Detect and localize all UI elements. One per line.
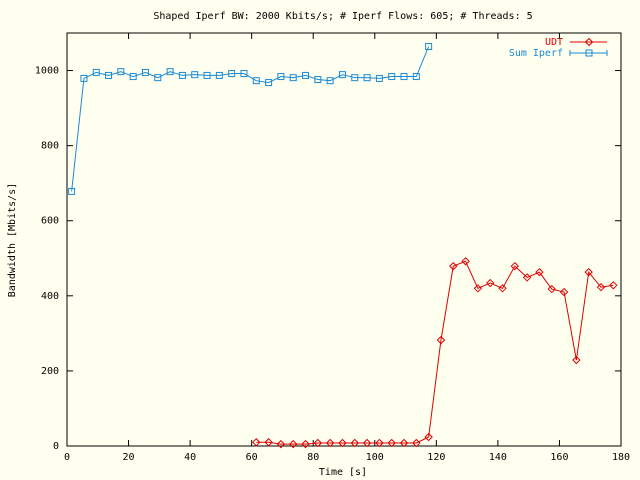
x-tick-label: 0 bbox=[64, 452, 70, 463]
data-point bbox=[228, 70, 236, 78]
y-tick-label: 400 bbox=[41, 291, 59, 302]
data-point bbox=[252, 77, 260, 85]
x-tick-label: 60 bbox=[246, 452, 258, 463]
data-point bbox=[129, 73, 137, 81]
data-point bbox=[485, 278, 495, 288]
data-point bbox=[400, 73, 408, 81]
data-point bbox=[166, 68, 174, 76]
legend-label: UDT bbox=[545, 37, 563, 48]
data-point bbox=[276, 439, 286, 449]
data-point bbox=[338, 438, 347, 448]
data-point bbox=[141, 68, 149, 76]
series-line bbox=[71, 46, 430, 192]
chart-title: Shaped Iperf BW: 2000 Kbits/s; # Iperf F… bbox=[153, 11, 532, 22]
data-point bbox=[314, 76, 322, 84]
legend-marker bbox=[584, 37, 594, 47]
y-axis-label: Bandwidth [Mbits/s] bbox=[7, 183, 18, 297]
data-point bbox=[326, 77, 334, 85]
data-point bbox=[350, 438, 359, 448]
data-point bbox=[388, 73, 396, 81]
data-point bbox=[265, 79, 273, 87]
data-point bbox=[240, 70, 248, 78]
legend-label: Sum Iperf bbox=[509, 48, 563, 59]
data-point bbox=[289, 439, 298, 449]
data-point bbox=[203, 71, 211, 79]
series-line bbox=[256, 260, 614, 445]
x-axis-label: Time [s] bbox=[319, 467, 367, 478]
data-point bbox=[80, 74, 88, 82]
data-point bbox=[264, 438, 273, 447]
data-point bbox=[363, 74, 371, 82]
x-tick-label: 140 bbox=[489, 452, 507, 463]
data-point bbox=[596, 282, 606, 292]
data-point bbox=[559, 287, 569, 297]
data-point bbox=[252, 438, 261, 447]
data-point bbox=[572, 355, 581, 365]
data-point bbox=[522, 273, 532, 282]
data-point bbox=[117, 68, 125, 76]
data-point bbox=[92, 68, 100, 76]
data-point bbox=[338, 71, 346, 79]
data-point bbox=[68, 187, 76, 195]
data-point bbox=[154, 74, 162, 82]
x-tick-label: 160 bbox=[550, 452, 568, 463]
data-point bbox=[425, 43, 433, 51]
data-point bbox=[584, 267, 593, 277]
y-tick-label: 600 bbox=[41, 216, 59, 227]
data-point bbox=[375, 438, 384, 448]
x-tick-label: 20 bbox=[123, 452, 135, 463]
data-point bbox=[387, 438, 396, 448]
data-point bbox=[215, 71, 223, 79]
data-point bbox=[325, 438, 335, 448]
data-point bbox=[609, 281, 618, 290]
data-point bbox=[399, 438, 409, 448]
y-tick-label: 0 bbox=[53, 441, 59, 452]
x-tick-label: 120 bbox=[427, 452, 445, 463]
x-tick-label: 180 bbox=[612, 452, 630, 463]
data-point bbox=[191, 71, 199, 79]
data-point bbox=[412, 73, 420, 81]
data-point bbox=[105, 71, 113, 79]
data-point bbox=[412, 438, 421, 448]
data-point bbox=[178, 71, 186, 79]
data-point bbox=[362, 438, 372, 448]
legend-marker bbox=[585, 49, 593, 57]
y-tick-label: 800 bbox=[41, 141, 59, 152]
plot-border bbox=[66, 32, 622, 447]
data-point bbox=[302, 71, 310, 79]
x-tick-label: 80 bbox=[307, 452, 319, 463]
x-tick-label: 100 bbox=[366, 452, 384, 463]
data-point bbox=[277, 73, 285, 81]
data-point bbox=[461, 257, 470, 266]
y-tick-label: 1000 bbox=[35, 66, 59, 77]
y-tick-label: 200 bbox=[41, 366, 59, 377]
data-point bbox=[510, 261, 520, 271]
data-point bbox=[449, 261, 458, 271]
data-point bbox=[535, 267, 544, 277]
data-point bbox=[313, 438, 323, 448]
data-point bbox=[473, 284, 483, 293]
x-tick-label: 40 bbox=[184, 452, 196, 463]
data-point bbox=[301, 439, 310, 449]
data-point bbox=[424, 432, 433, 442]
data-point bbox=[436, 335, 446, 345]
data-point bbox=[498, 284, 507, 293]
data-point bbox=[351, 74, 359, 82]
data-point bbox=[375, 74, 383, 82]
data-point bbox=[547, 284, 556, 294]
data-point bbox=[289, 74, 297, 82]
